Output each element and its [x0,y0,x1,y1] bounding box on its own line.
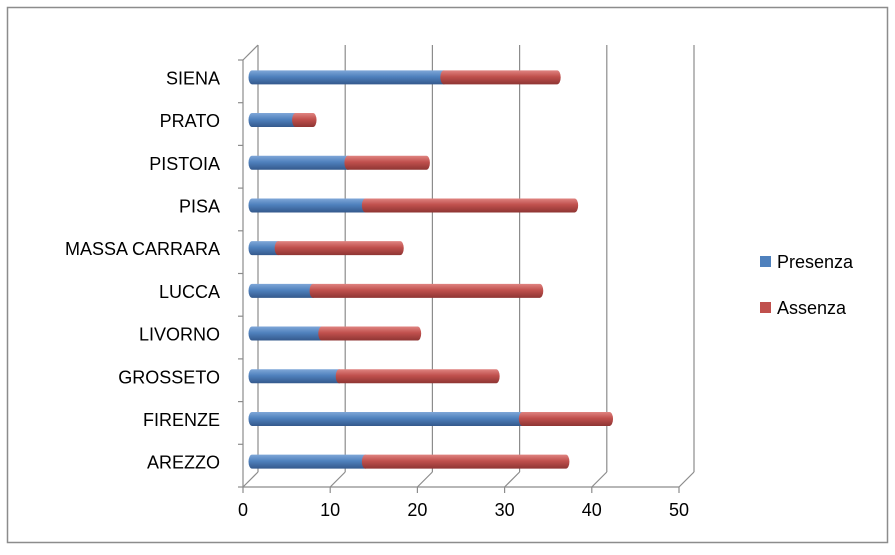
bar-assenza-pistoia [344,155,430,170]
legend-label-assenza: Assenza [777,298,847,318]
x-tick-label: 30 [495,500,515,520]
y-tick-label: PRATO [160,111,220,131]
x-tick-label: 20 [407,500,427,520]
y-tick-label: FIRENZE [143,410,220,430]
x-tick-label: 0 [238,500,248,520]
floor-diagonal [329,471,346,488]
bar-assenza-grosseto [335,369,500,384]
bar-layer [248,70,614,469]
bar-assenza-arezzo [361,454,570,469]
label-layer: 0 10 20 30 40 50 AREZZO FIRENZE GROSSETO LIVORNO L… [65,68,689,520]
bar-assenza-lucca [309,283,544,298]
bar-assenza-firenze [518,411,614,426]
bar-presenza-livorno [248,326,326,341]
y-tick-label: SIENA [166,68,220,88]
bar-presenza-pisa [248,198,369,213]
y-tick-label: PISTOIA [149,154,220,174]
y-tick-label: GROSSETO [118,367,220,387]
bar-presenza-pistoia [248,155,352,170]
legend-swatch-assenza [760,302,771,313]
x-tick-label: 50 [669,500,689,520]
bar-assenza-massa-carrara [274,241,404,256]
legend-swatch-presenza [760,256,771,267]
bar-assenza-prato [292,113,317,128]
bar-presenza-firenze [248,411,526,426]
y-tick-label: PISA [179,196,220,216]
bar-presenza-arezzo [248,454,369,469]
bar-assenza-pisa [361,198,579,213]
x-tick-label: 10 [320,500,340,520]
legend-layer: Presenza Assenza [760,252,854,318]
bar-presenza-prato [248,113,300,128]
floor-diagonal [591,471,608,488]
floor-diagonal [678,471,695,488]
legend-label-presenza: Presenza [777,252,854,272]
floor-diagonal [416,471,433,488]
bar-presenza-siena [248,70,448,85]
bar-presenza-grosseto [248,369,343,384]
y-tick-label: LUCCA [159,282,220,302]
chart-border [6,6,889,544]
floor-diagonal [504,471,521,488]
bar-presenza-massa-carrara [248,241,282,256]
axis-layer [238,44,680,493]
x-tick-label: 40 [582,500,602,520]
y-tick-label: MASSA CARRARA [65,239,220,259]
bar-assenza-siena [440,70,561,85]
bar-assenza-livorno [318,326,422,341]
floor-diagonal [242,471,259,488]
y-axis-top-depth [242,44,259,61]
y-tick-label: LIVORNO [139,325,220,345]
bar-presenza-lucca [248,283,317,298]
y-tick-label: AREZZO [147,453,220,473]
